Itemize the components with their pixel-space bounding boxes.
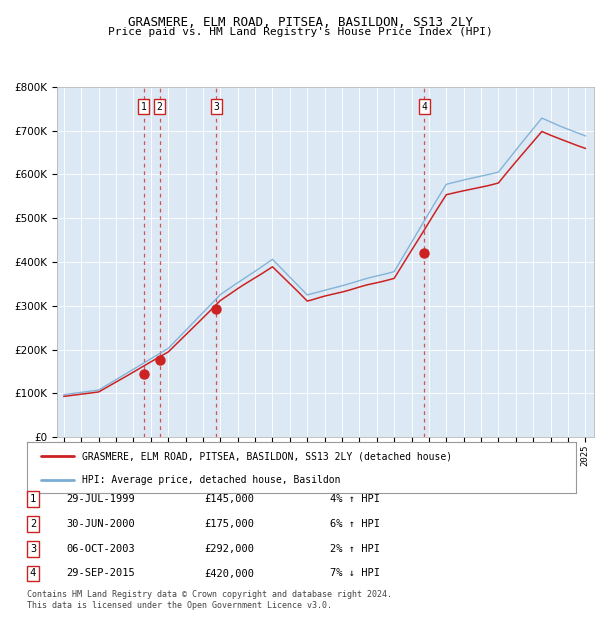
Text: 3: 3	[213, 102, 219, 112]
Text: 4: 4	[421, 102, 427, 112]
Text: £420,000: £420,000	[204, 569, 254, 578]
Text: GRASMERE, ELM ROAD, PITSEA, BASILDON, SS13 2LY (detached house): GRASMERE, ELM ROAD, PITSEA, BASILDON, SS…	[82, 451, 452, 461]
Text: 4% ↑ HPI: 4% ↑ HPI	[330, 494, 380, 504]
Text: 06-OCT-2003: 06-OCT-2003	[66, 544, 135, 554]
Text: 2: 2	[157, 102, 163, 112]
Text: 7% ↓ HPI: 7% ↓ HPI	[330, 569, 380, 578]
Text: 1: 1	[30, 494, 36, 504]
Text: 3: 3	[30, 544, 36, 554]
Text: 30-JUN-2000: 30-JUN-2000	[66, 519, 135, 529]
Text: 29-SEP-2015: 29-SEP-2015	[66, 569, 135, 578]
Text: 2% ↑ HPI: 2% ↑ HPI	[330, 544, 380, 554]
Text: 6% ↑ HPI: 6% ↑ HPI	[330, 519, 380, 529]
Text: 1: 1	[140, 102, 146, 112]
Text: 29-JUL-1999: 29-JUL-1999	[66, 494, 135, 504]
Text: 2: 2	[30, 519, 36, 529]
Text: Contains HM Land Registry data © Crown copyright and database right 2024.
This d: Contains HM Land Registry data © Crown c…	[27, 590, 392, 609]
Text: £145,000: £145,000	[204, 494, 254, 504]
Text: £292,000: £292,000	[204, 544, 254, 554]
Text: GRASMERE, ELM ROAD, PITSEA, BASILDON, SS13 2LY: GRASMERE, ELM ROAD, PITSEA, BASILDON, SS…	[128, 16, 473, 29]
Text: 4: 4	[30, 569, 36, 578]
Text: Price paid vs. HM Land Registry's House Price Index (HPI): Price paid vs. HM Land Registry's House …	[107, 27, 493, 37]
Text: HPI: Average price, detached house, Basildon: HPI: Average price, detached house, Basi…	[82, 475, 340, 485]
Text: £175,000: £175,000	[204, 519, 254, 529]
